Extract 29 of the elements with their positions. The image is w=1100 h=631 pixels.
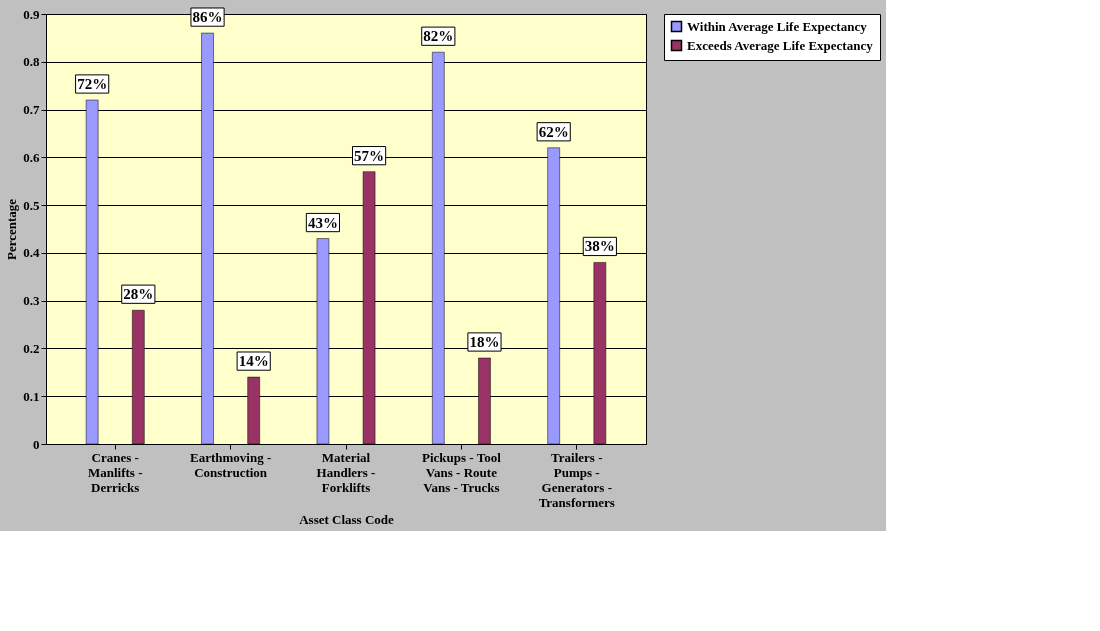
- y-tick-label: 0.6: [23, 149, 40, 165]
- x-tick-label: Earthmoving - Construction: [189, 449, 272, 480]
- data-label: 18%: [469, 334, 500, 350]
- y-tick-label: 0.4: [23, 245, 40, 261]
- data-label: 43%: [307, 214, 338, 231]
- data-label: 72%: [77, 76, 108, 92]
- y-tick-label: 0: [33, 436, 40, 452]
- x-tick-label: Material Handlers - Forklifts: [316, 449, 376, 495]
- y-tick-label: 0.1: [23, 388, 40, 404]
- y-tick-label: 0.2: [23, 340, 40, 356]
- x-tick-label: Pickups - Tool Vans - Route Vans - Trucks: [422, 449, 502, 495]
- y-tick-label: 0.8: [23, 54, 40, 70]
- y-tick-label: 0.5: [23, 197, 40, 213]
- x-axis-title: Asset Class Code: [299, 511, 395, 527]
- x-tick-label: Cranes - Manlifts - Derricks: [87, 449, 143, 495]
- legend-label: Within Average Life Expectancy: [687, 18, 868, 34]
- y-tick-label: 0.7: [23, 102, 40, 118]
- data-label: 38%: [584, 238, 615, 255]
- y-tick-label: 0.9: [23, 6, 40, 22]
- data-label: 86%: [192, 9, 223, 26]
- data-label: 14%: [238, 353, 269, 370]
- data-label: 82%: [423, 28, 454, 45]
- y-tick-label: 0.3: [23, 293, 40, 309]
- legend-label: Exceeds Average Life Expectancy: [687, 37, 874, 53]
- data-label: 28%: [123, 286, 154, 303]
- x-tick-label: Trailers - Pumps - Generators - Transformers: [538, 449, 615, 510]
- data-label: 62%: [538, 123, 569, 140]
- data-label: 57%: [354, 147, 385, 164]
- y-axis-title: Percentage: [4, 198, 20, 261]
